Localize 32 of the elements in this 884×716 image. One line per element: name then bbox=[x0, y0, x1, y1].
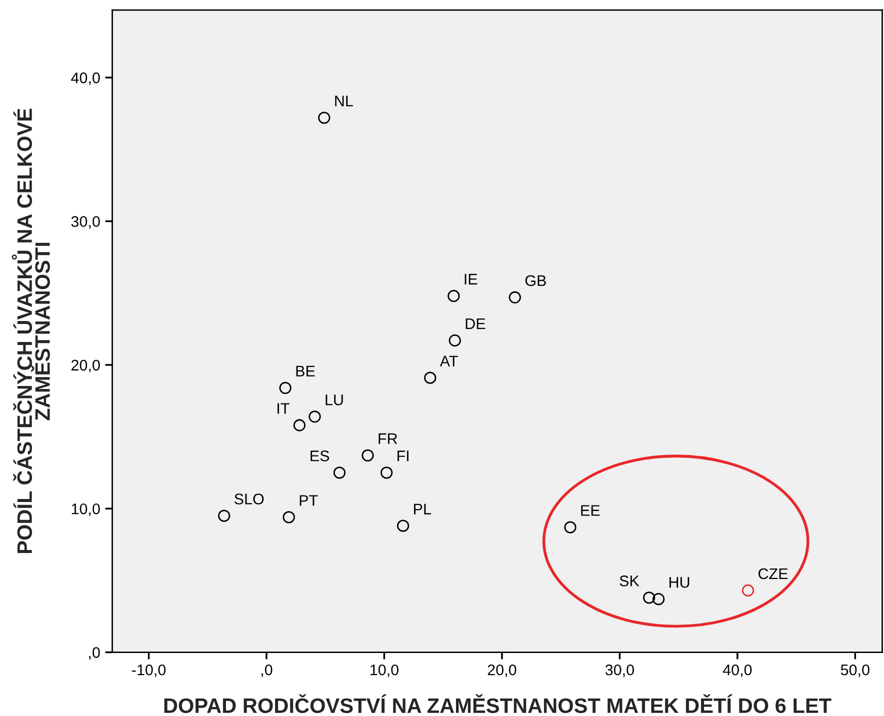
x-tick-label: 30,0 bbox=[605, 664, 634, 678]
annotation: NL bbox=[335, 96, 353, 106]
annotation: LU bbox=[326, 394, 343, 406]
annotation: SLO bbox=[234, 494, 264, 504]
annotation: AT bbox=[440, 356, 458, 366]
annotation: DE bbox=[466, 318, 486, 329]
x-tick-label: 50,0 bbox=[840, 664, 870, 678]
y-tick-label: ,0 bbox=[89, 647, 100, 660]
annotation: BE bbox=[296, 366, 315, 376]
annotation: IE bbox=[464, 274, 478, 284]
y-tick-label: 30,0 bbox=[71, 216, 100, 229]
annotation: PL bbox=[414, 504, 431, 514]
y-tick-label: 20,0 bbox=[72, 360, 100, 372]
annotation: SK bbox=[620, 576, 640, 586]
annotation: HU bbox=[670, 577, 690, 588]
annotation: EE bbox=[581, 505, 600, 516]
annotation: GB bbox=[525, 275, 546, 286]
annotation: PT bbox=[300, 495, 318, 506]
x-tick-label: ,0 bbox=[262, 664, 272, 678]
x-tick-label: 40,0 bbox=[722, 664, 752, 678]
annotation: IT bbox=[278, 403, 290, 414]
y-tick-label: 10,0 bbox=[72, 503, 100, 516]
y-tick-label: 40,0 bbox=[71, 72, 100, 86]
y-axis-title: PODÍL ČÁSTEČNÝCH ÚVAZKŮ NA CELKOVÉ ZAMĚSTNANOSTI bbox=[12, 108, 50, 553]
x-tick-label: -10,0 bbox=[132, 664, 166, 678]
annotation: FR bbox=[378, 433, 398, 444]
x-axis-title: DOPAD RODIČOVSTVÍ NA ZAMĚSTNANOST MATEK DĚTÍ DO 6 LET bbox=[164, 694, 832, 714]
annotation: FI bbox=[398, 450, 408, 462]
x-tick-label: 10,0 bbox=[370, 664, 398, 678]
x-tick-label: 20,0 bbox=[488, 664, 516, 678]
annotation: ES bbox=[310, 450, 330, 462]
annotation: CZE bbox=[758, 568, 788, 580]
